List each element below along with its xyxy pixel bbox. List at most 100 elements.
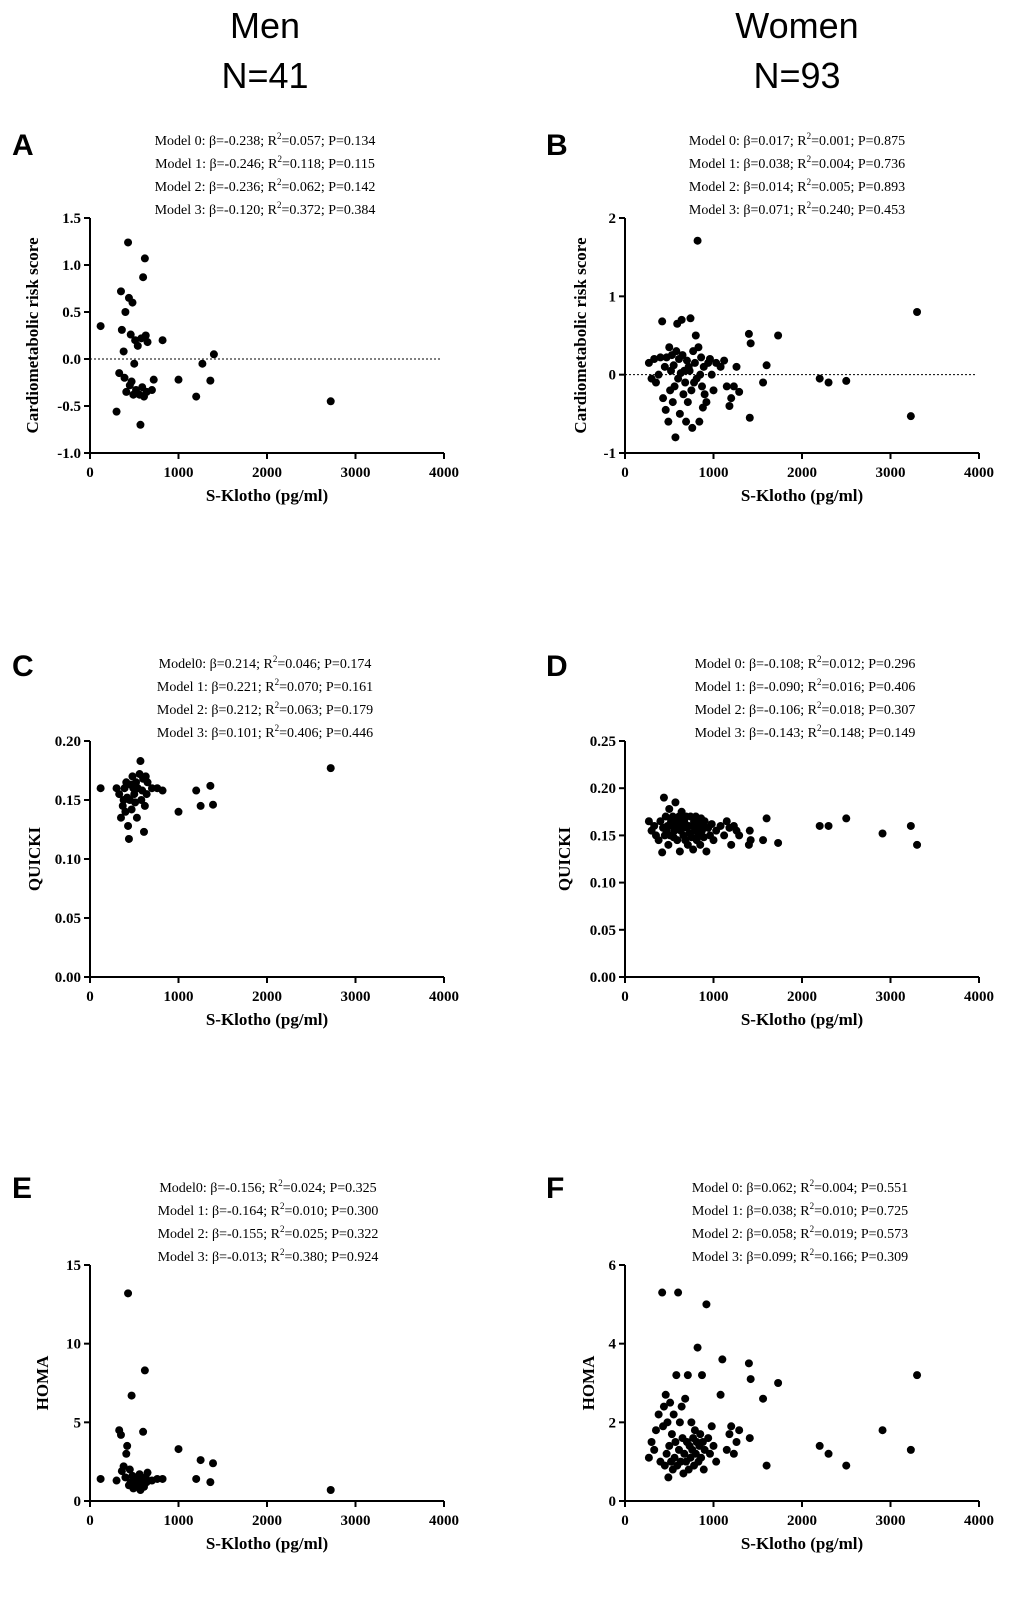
data-point (137, 796, 146, 804)
data-point (664, 840, 673, 849)
model-line-post: =0.057; P=0.134 (281, 134, 375, 149)
data-point (694, 343, 703, 352)
column-title-men: Men (230, 5, 300, 46)
data-point (725, 402, 734, 410)
x-tick-label: 1000 (699, 465, 729, 481)
model-line-pre: Model 3: β=0.071; R (689, 203, 807, 218)
data-point (669, 361, 678, 370)
x-tick-label: 0 (86, 465, 94, 481)
x-tick-label: 2000 (252, 989, 282, 1005)
data-point (130, 790, 139, 799)
x-axis-title: S-Klotho (pg/ml) (741, 486, 863, 505)
data-point (842, 376, 851, 385)
r-squared-superscript: 2 (278, 1178, 283, 1188)
data-point (140, 254, 149, 263)
data-point (139, 827, 148, 836)
panels: A Model 0: β=-0.238; R2=0.057; P=0.134Mod… (12, 129, 994, 1553)
data-point (209, 350, 218, 359)
model-line: Model 1: β=-0.164; R2=0.010; P=0.300 (158, 1201, 379, 1219)
r-squared-superscript: 2 (275, 723, 280, 733)
y-tick-label: 0 (74, 1494, 82, 1510)
data-point (686, 314, 695, 323)
data-point (906, 821, 915, 830)
model-line: Model 1: β=-0.090; R2=0.016; P=0.406 (695, 677, 916, 695)
data-point (913, 840, 922, 849)
data-point (674, 1288, 683, 1297)
y-tick-label: 6 (609, 1258, 617, 1274)
data-point (712, 1457, 721, 1466)
model-stats: Model 0: β=-0.238; R2=0.057; P=0.134Mode… (155, 131, 376, 218)
data-point (697, 382, 706, 391)
model-line: Model 1: β=0.221; R2=0.070; P=0.161 (157, 677, 373, 695)
data-point (666, 1398, 675, 1407)
data-point (688, 423, 697, 432)
data-point (759, 836, 768, 845)
data-point (735, 1426, 744, 1435)
data-point (124, 238, 133, 247)
data-point (697, 1371, 706, 1380)
data-point (140, 801, 149, 810)
data-point (672, 347, 681, 356)
r-squared-superscript: 2 (277, 177, 282, 187)
x-tick-label: 3000 (341, 465, 371, 481)
model-line-post: =0.148; P=0.149 (821, 726, 915, 741)
x-tick-label: 2000 (787, 1513, 817, 1529)
data-point (126, 330, 135, 339)
model-line: Model0: β=-0.156; R2=0.024; P=0.325 (159, 1178, 376, 1196)
data-point (682, 417, 691, 426)
data-point (124, 1289, 133, 1298)
data-points (644, 236, 922, 442)
data-point (116, 813, 125, 822)
data-point (664, 1473, 673, 1482)
data-point (117, 325, 126, 334)
y-tick-label: 0.0 (62, 352, 81, 368)
model-line-pre: Model 0: β=0.017; R (689, 134, 807, 149)
data-point (670, 382, 679, 391)
model-line: Model 0: β=-0.108; R2=0.012; P=0.296 (695, 654, 916, 672)
data-point (660, 362, 669, 371)
x-tick-label: 3000 (876, 989, 906, 1005)
data-point (675, 1418, 684, 1427)
r-squared-superscript: 2 (807, 131, 812, 141)
model-line-pre: Model 1: β=-0.164; R (158, 1204, 281, 1219)
y-tick-label: -0.5 (57, 399, 81, 415)
data-point (132, 813, 141, 822)
data-point (709, 1441, 718, 1450)
y-tick-label: 0.00 (590, 970, 616, 986)
data-point (658, 317, 667, 326)
x-tick-label: 0 (621, 1513, 629, 1529)
data-point (122, 1449, 131, 1458)
data-point (683, 398, 692, 407)
data-point (702, 1300, 711, 1309)
y-tick-label: 0.15 (55, 793, 81, 809)
x-axis-title: S-Klotho (pg/ml) (741, 1010, 863, 1029)
model-line-pre: Model 2: β=-0.155; R (158, 1227, 281, 1242)
r-squared-superscript: 2 (277, 154, 282, 164)
data-point (687, 1418, 696, 1427)
data-point (116, 1430, 125, 1439)
r-squared-superscript: 2 (810, 1247, 815, 1257)
data-point (735, 831, 744, 840)
data-point (647, 1438, 656, 1446)
data-point (659, 394, 668, 403)
model-line-pre: Model 1: β=0.038; R (692, 1204, 810, 1219)
data-point (745, 826, 754, 835)
panel-a: A Model 0: β=-0.238; R2=0.057; P=0.134Mod… (12, 129, 459, 505)
data-point (124, 834, 133, 843)
x-tick-label: 1000 (699, 1513, 729, 1529)
data-point (665, 804, 674, 813)
data-point (683, 840, 692, 849)
data-point (745, 1434, 754, 1443)
data-point (707, 1422, 716, 1431)
data-point (774, 331, 783, 340)
r-squared-superscript: 2 (275, 700, 280, 710)
data-point (115, 790, 124, 799)
data-point (670, 1453, 679, 1462)
y-axis-title: HOMA (579, 1355, 598, 1410)
x-tick-label: 0 (86, 989, 94, 1005)
data-point (824, 1449, 833, 1458)
data-point (326, 1485, 335, 1494)
data-points (96, 1289, 335, 1494)
column-n-men: N=41 (221, 55, 308, 96)
model-line-post: =0.063; P=0.179 (279, 703, 373, 718)
